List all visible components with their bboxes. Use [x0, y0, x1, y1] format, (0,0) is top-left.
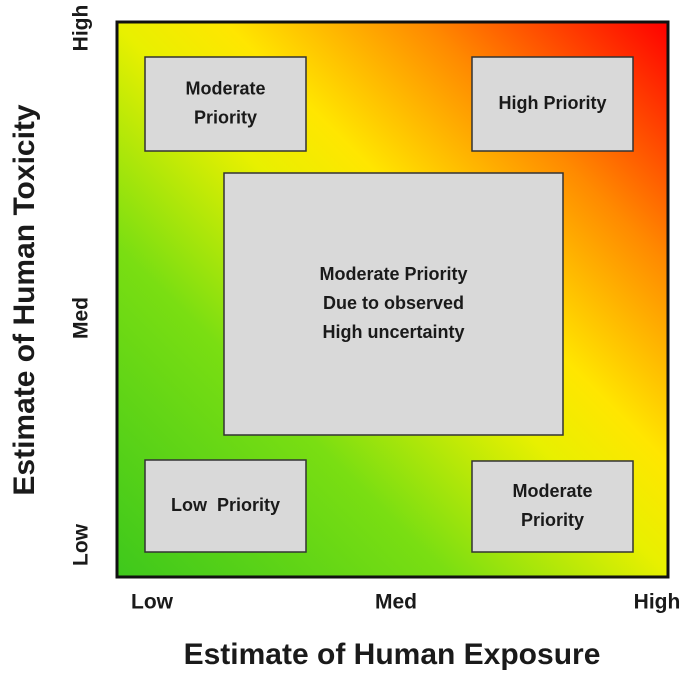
y-axis-title: Estimate of Human Toxicity — [8, 104, 41, 496]
box-label: High Priority — [498, 93, 606, 113]
box-label: Moderate Priority — [319, 264, 467, 284]
y-tick-label: High — [70, 5, 93, 52]
x-tick-label: High — [634, 591, 681, 614]
box-label: High uncertainty — [322, 322, 464, 342]
priority-box — [471, 460, 634, 553]
box-label: Due to observed — [323, 293, 464, 313]
y-tick-label: Med — [70, 297, 93, 339]
y-tick-label: Low — [70, 523, 93, 566]
box-label: Moderate — [185, 78, 265, 98]
box-label: Priority — [194, 107, 257, 127]
priority-box — [144, 459, 307, 553]
x-axis-title: Estimate of Human Exposure — [184, 638, 601, 671]
priority-box — [144, 56, 307, 152]
priority-box — [471, 56, 634, 152]
priority-box — [223, 172, 564, 436]
box-label: Priority — [521, 510, 584, 530]
x-tick-label: Low — [131, 591, 174, 614]
x-tick-label: Med — [375, 591, 417, 614]
box-label: Moderate — [512, 481, 592, 501]
box-label: Low Priority — [171, 495, 280, 515]
